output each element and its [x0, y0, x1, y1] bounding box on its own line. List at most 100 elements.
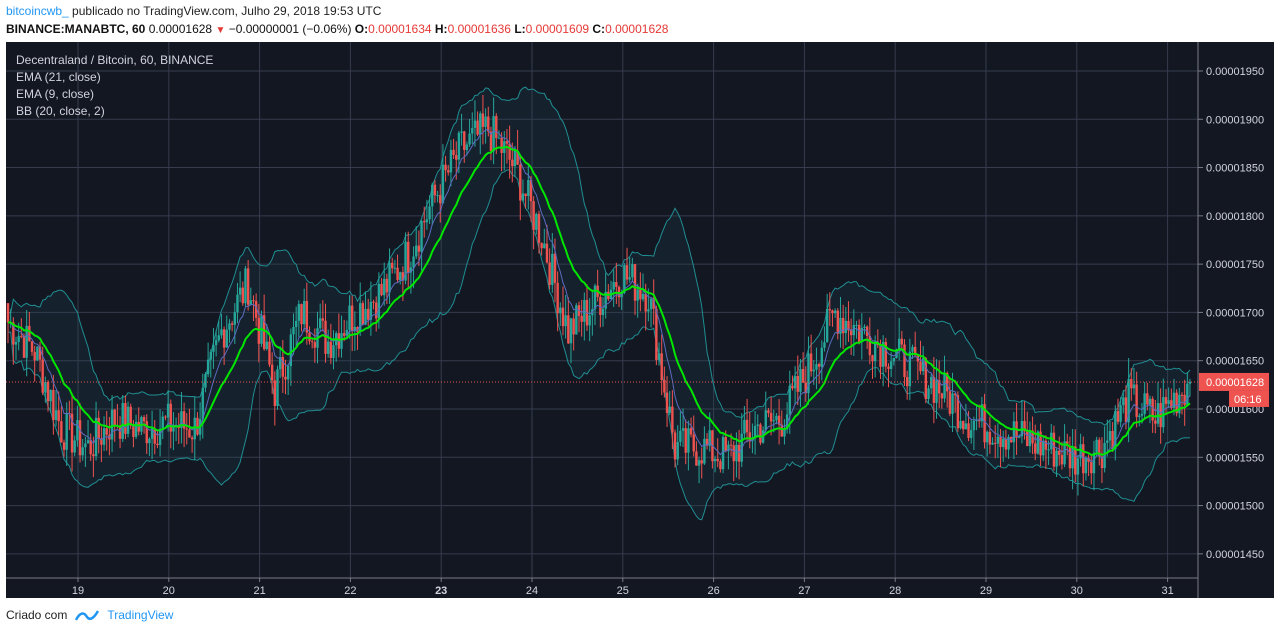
candle-body — [204, 374, 207, 388]
candle-body — [484, 116, 487, 127]
candle-body — [340, 333, 343, 349]
candle-body — [388, 262, 391, 293]
candle-body — [745, 419, 749, 433]
candle-body — [118, 426, 122, 439]
candle-body — [665, 392, 669, 413]
candle-body — [644, 294, 647, 312]
candle-body — [913, 346, 917, 356]
candle-body — [513, 150, 517, 167]
candle-body — [796, 376, 799, 392]
candle-body — [692, 434, 695, 452]
candle-body — [967, 423, 970, 438]
candle-body — [76, 420, 79, 441]
candle-body — [148, 438, 151, 444]
candle-body — [1023, 420, 1026, 432]
candle-body — [615, 282, 618, 287]
candle-body — [420, 221, 423, 252]
candle-body — [636, 289, 639, 301]
candle-body — [719, 461, 722, 470]
candle-body — [764, 410, 767, 431]
candle-body — [444, 164, 447, 171]
candle-body — [588, 315, 591, 326]
candle-body — [25, 325, 28, 358]
candle-body — [1111, 430, 1114, 450]
candle-body — [393, 267, 397, 269]
candle-body — [593, 285, 597, 310]
candle-body — [868, 335, 872, 356]
candle-body — [415, 245, 418, 257]
candle-body — [511, 159, 514, 167]
candle-body — [1095, 439, 1098, 453]
candle-body — [852, 324, 856, 336]
last-price-tag — [1199, 372, 1269, 391]
candle-body — [73, 440, 76, 453]
open-value: 0.00001634 — [368, 22, 432, 36]
candle-body — [41, 359, 44, 393]
candle-body — [209, 351, 212, 360]
candle-body — [660, 353, 663, 380]
candle-body — [294, 320, 298, 328]
price-axis-label: 0.00001600 — [1206, 404, 1264, 416]
candle-body — [1164, 397, 1168, 404]
candle-body — [921, 358, 925, 372]
candle-body — [1170, 400, 1173, 408]
candle-body — [246, 268, 250, 305]
candle-body — [145, 421, 148, 444]
candle-body — [460, 131, 463, 133]
candle-body — [273, 380, 277, 406]
created-with-text: Criado com — [6, 608, 68, 622]
candle-body — [1090, 461, 1093, 474]
candle-body — [166, 403, 170, 418]
candle-body — [553, 253, 557, 283]
candle-body — [604, 291, 607, 309]
candle-body — [457, 132, 461, 160]
candle-body — [601, 308, 605, 315]
legend-title: Decentraland / Bitcoin, 60, BINANCE — [16, 53, 214, 67]
candle-body — [500, 137, 503, 153]
candle-body — [561, 307, 565, 327]
candle-body — [625, 265, 629, 280]
chart-area[interactable]: 0.00001950 0.00001900 0.00001850 0.00001800… — [6, 42, 1274, 598]
legend-bb[interactable]: BB (20, close, 2) — [16, 104, 105, 118]
candle-body — [70, 413, 74, 453]
candle-body — [169, 403, 172, 432]
candle-body — [30, 341, 34, 353]
candle-body — [238, 287, 242, 295]
candle-body — [481, 113, 485, 127]
candle-body — [548, 262, 551, 285]
candle-body — [994, 442, 997, 444]
candle-body — [551, 253, 554, 285]
candle-body — [129, 406, 132, 426]
candle-body — [970, 430, 973, 438]
candle-body — [663, 379, 666, 393]
time-axis-label: 29 — [980, 585, 992, 597]
price-chart[interactable]: 0.00001950 0.00001900 0.00001850 0.00001800… — [6, 42, 1274, 598]
candle-body — [412, 256, 415, 268]
candle-body — [380, 283, 383, 296]
candle-body — [815, 364, 818, 370]
candle-body — [724, 437, 727, 452]
candle-body — [262, 315, 266, 350]
candle-body — [700, 460, 703, 464]
candle-body — [134, 421, 138, 437]
candle-body — [161, 416, 164, 429]
candle-body — [524, 193, 527, 197]
candle-body — [188, 429, 191, 438]
candle-body — [962, 421, 965, 430]
tradingview-link[interactable]: TradingView — [107, 608, 174, 622]
legend-ema9[interactable]: EMA (9, close) — [16, 87, 95, 101]
candle-body — [927, 388, 930, 399]
candle-body — [6, 303, 10, 323]
candle-body — [839, 317, 842, 334]
candle-body — [705, 438, 709, 446]
candle-body — [278, 357, 282, 370]
candle-body — [65, 413, 68, 450]
legend-ema21[interactable]: EMA (21, close) — [16, 70, 101, 84]
candle-body — [1119, 405, 1122, 422]
author-link[interactable]: bitcoincwb_ — [6, 4, 69, 18]
candle-body — [1042, 440, 1045, 456]
candle-body — [180, 411, 183, 429]
candle-body — [350, 305, 354, 332]
candle-body — [375, 302, 378, 319]
candle-body — [529, 180, 533, 202]
